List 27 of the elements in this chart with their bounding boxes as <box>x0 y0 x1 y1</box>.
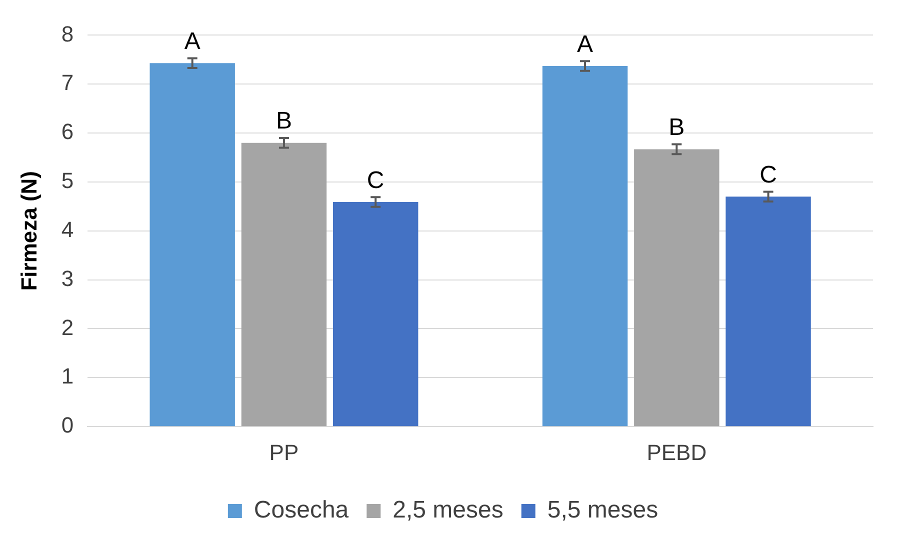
y-tick-label: 6 <box>61 119 74 144</box>
y-tick-label: 7 <box>61 70 74 96</box>
bar <box>542 66 628 426</box>
y-tick-label: 0 <box>61 412 74 438</box>
bar <box>241 142 327 426</box>
y-axis-title: Firmeza (N) <box>16 171 42 291</box>
legend-label: Cosecha <box>254 496 350 524</box>
data-label: A <box>184 28 200 55</box>
legend-label: 5,5 meses <box>547 496 658 524</box>
y-tick-label: 8 <box>61 21 74 46</box>
x-tick-label: PP <box>269 440 299 465</box>
data-label: A <box>577 30 594 58</box>
legend-label: 2,5 meses <box>392 496 504 524</box>
data-label: C <box>366 166 384 194</box>
y-tick-label: 5 <box>61 168 74 194</box>
bar <box>634 149 720 426</box>
y-tick-label: 1 <box>61 364 74 389</box>
y-tick-label: 4 <box>61 216 74 242</box>
x-tick-label: PEBD <box>646 440 707 465</box>
data-label: B <box>668 114 685 141</box>
y-tick-label: 3 <box>61 266 74 291</box>
y-tick-label: 2 <box>61 314 74 340</box>
bar <box>332 202 418 426</box>
data-label: B <box>276 108 292 135</box>
data-label: C <box>760 161 777 188</box>
bar <box>150 63 235 426</box>
bar <box>726 196 811 426</box>
